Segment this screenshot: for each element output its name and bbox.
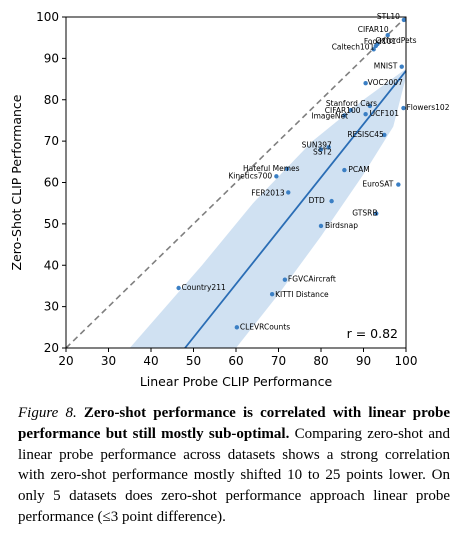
x-tick-label: 70 xyxy=(271,354,286,368)
data-point-label: UCF101 xyxy=(370,109,400,118)
y-tick-label: 80 xyxy=(44,93,59,107)
data-point xyxy=(269,292,275,297)
data-point-label: GTSRB xyxy=(352,209,377,218)
x-tick-label: 50 xyxy=(186,354,201,368)
data-point-label: Flowers102 xyxy=(406,103,449,112)
data-point xyxy=(284,166,290,172)
data-point xyxy=(318,147,324,152)
data-point-label: FER2013 xyxy=(251,188,285,197)
data-point xyxy=(176,285,181,291)
x-tick-label: 30 xyxy=(101,354,116,368)
x-tick-label: 40 xyxy=(143,354,158,368)
x-tick-label: 90 xyxy=(356,354,371,368)
data-point-label: Birdsnap xyxy=(325,221,358,230)
identity-line xyxy=(65,16,407,349)
data-point-label: Country211 xyxy=(182,283,226,292)
y-axis-label: Zero-Shot CLIP Performance xyxy=(9,94,24,270)
x-tick-label: 100 xyxy=(395,354,418,368)
data-point xyxy=(374,211,379,216)
data-point xyxy=(367,103,373,109)
data-point-label: RESISC45 xyxy=(347,130,384,139)
data-point-label: VOC2007 xyxy=(368,78,403,87)
data-point xyxy=(396,182,401,187)
data-point-label: SST2 xyxy=(313,147,332,156)
data-point-label: KITTI Distance xyxy=(275,290,329,299)
data-point-label: Kinetics700 xyxy=(228,171,272,180)
data-point xyxy=(286,190,291,195)
y-tick-label: 70 xyxy=(44,134,59,148)
data-point-label: Caltech101 xyxy=(332,42,375,51)
data-point xyxy=(401,17,407,23)
data-point xyxy=(348,107,353,113)
data-points xyxy=(176,17,407,330)
data-point-label: MNIST xyxy=(374,62,398,71)
caption-body-text: Comparing zero-shot and linear probe per… xyxy=(18,425,450,525)
confidence-band xyxy=(129,68,406,348)
data-point-label: Food101 xyxy=(364,37,397,46)
data-point xyxy=(371,47,376,52)
data-point xyxy=(274,174,279,179)
data-point xyxy=(234,325,240,330)
y-tick-label: 60 xyxy=(44,176,59,190)
data-point xyxy=(282,277,288,282)
data-point-label: STL10 xyxy=(377,12,400,21)
correlation-annotation: r = 0.82 xyxy=(347,326,398,341)
x-axis-ticks: 20 30 40 50 60 70 80 90 100 xyxy=(58,348,417,368)
data-point-label: ImageNet xyxy=(311,111,348,120)
data-point-label: SUN397 xyxy=(302,140,332,149)
data-point xyxy=(363,112,368,117)
data-point-label: OxfordPets xyxy=(376,36,417,45)
y-tick-label: 30 xyxy=(44,300,59,314)
figure-caption: Figure 8. Zero-shot performance is corre… xyxy=(18,403,450,528)
y-tick-label: 40 xyxy=(44,258,59,272)
data-point xyxy=(382,132,387,138)
data-point-label: CLEVRCounts xyxy=(240,322,290,331)
y-tick-label: 90 xyxy=(44,51,59,65)
data-point xyxy=(318,223,324,229)
data-point-label: Stanford Cars xyxy=(326,99,377,108)
data-point xyxy=(399,64,404,69)
data-point xyxy=(385,33,390,38)
data-point-label: EuroSAT xyxy=(362,180,393,189)
y-tick-label: 100 xyxy=(36,10,59,24)
y-tick-label: 50 xyxy=(44,217,59,231)
x-tick-label: 80 xyxy=(313,354,328,368)
data-point xyxy=(375,41,380,47)
regression-line xyxy=(184,70,407,349)
data-point-label: Hateful Memes xyxy=(243,164,300,173)
data-point xyxy=(342,167,347,173)
data-point xyxy=(329,198,334,204)
caption-bold-text: Zero-shot performance is correlated with… xyxy=(18,405,450,442)
y-axis-ticks: 20 30 40 50 60 70 80 90 100 xyxy=(36,10,66,355)
y-tick-label: 20 xyxy=(44,341,59,355)
x-tick-label: 60 xyxy=(228,354,243,368)
data-point-label: DTD xyxy=(309,196,325,205)
data-point-label: FGVCAircraft xyxy=(288,275,336,284)
data-point xyxy=(326,145,331,150)
x-axis-label: Linear Probe CLIP Performance xyxy=(140,374,333,389)
data-point xyxy=(401,105,406,111)
data-point xyxy=(363,81,368,86)
x-tick-label: 20 xyxy=(58,354,73,368)
data-point-label: CIFAR100 xyxy=(325,106,361,115)
data-point-label: CIFAR10 xyxy=(358,25,389,34)
data-point xyxy=(342,113,347,118)
figure-label: Figure 8. xyxy=(18,405,77,421)
data-point-label: PCAM xyxy=(348,165,369,174)
